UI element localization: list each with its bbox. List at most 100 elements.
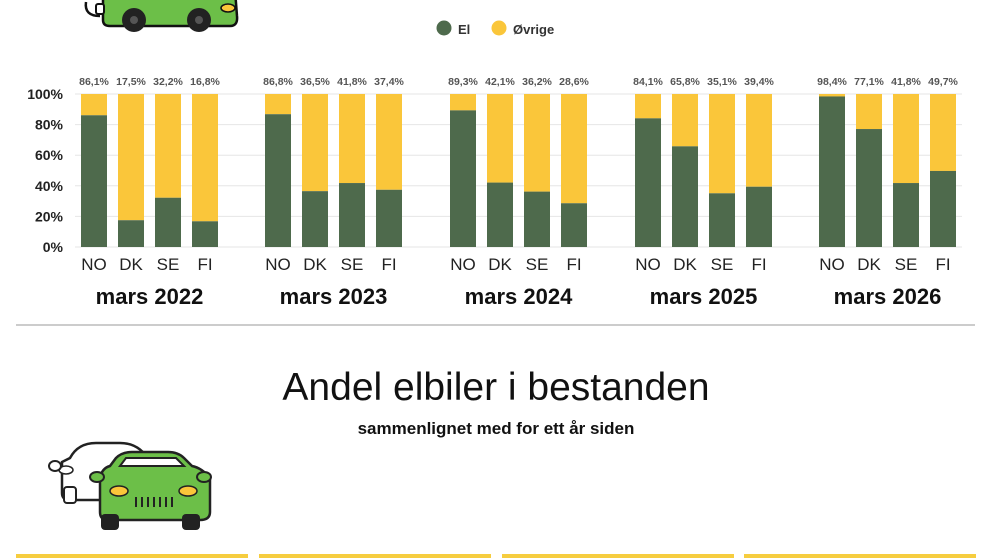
bar-el-segment (339, 183, 365, 247)
bar-el-segment (672, 146, 698, 247)
bar-el-segment (450, 110, 476, 247)
category-label: DK (857, 255, 881, 274)
bar-ovrige-segment (672, 94, 698, 147)
bar-value-label: 89,3% (448, 76, 478, 88)
bar-group: 89,3% NO 42,1% DK 36,2% SE 28,6% FI mars 2024 (448, 76, 589, 309)
bar-el-segment (524, 191, 550, 247)
bar-ovrige-segment (635, 94, 661, 119)
bar-group: 86,8% NO 36,5% DK 41,8% SE 37,4% FI mars 2023 (263, 76, 404, 309)
bar-ovrige-segment (819, 94, 845, 97)
bar-value-label: 36,2% (522, 76, 552, 88)
category-label: SE (895, 255, 918, 274)
bar-value-label: 49,7% (928, 76, 958, 88)
bar-el-segment (930, 170, 956, 247)
gridlines (75, 93, 962, 248)
group-label: mars 2025 (650, 284, 758, 309)
two-cars-icon (48, 441, 212, 530)
bar-el-segment (376, 189, 402, 247)
bar-ovrige-segment (450, 94, 476, 111)
bar-group: 84,1% NO 65,8% DK 35,1% SE 39,4% FI mars 2025 (633, 76, 774, 309)
category-label: FI (197, 255, 212, 274)
group-label: mars 2024 (465, 284, 573, 309)
card-edges (16, 554, 976, 558)
bar-ovrige-segment (746, 94, 772, 187)
category-label: FI (935, 255, 950, 274)
bar-el-segment (893, 183, 919, 247)
y-tick-label: 80% (35, 117, 64, 133)
category-label: DK (119, 255, 143, 274)
y-tick-label: 40% (35, 178, 64, 194)
legend-el-label: El (458, 22, 470, 37)
bar-group: 86,1% NO 17,5% DK 32,2% SE 16,8% FI mars 2022 (79, 76, 220, 309)
bar-value-label: 84,1% (633, 76, 663, 88)
bar-ovrige-segment (302, 94, 328, 192)
bar-value-label: 39,4% (744, 76, 774, 88)
category-label: NO (265, 255, 291, 274)
y-tick-label: 0% (43, 239, 64, 255)
bar-value-label: 86,1% (79, 76, 109, 88)
bar-ovrige-segment (893, 94, 919, 184)
category-label: DK (488, 255, 512, 274)
category-label: SE (157, 255, 180, 274)
category-label: NO (819, 255, 845, 274)
category-label: FI (381, 255, 396, 274)
green-car-icon (84, 0, 239, 32)
legend-ovrige-label: Øvrige (513, 22, 554, 37)
y-axis: 0% 20% 40% 60% 80% 100% (27, 86, 63, 255)
bar-value-label: 41,8% (891, 76, 921, 88)
bar-ovrige-segment (709, 94, 735, 194)
bar-el-segment (265, 114, 291, 247)
group-label: mars 2023 (280, 284, 388, 309)
category-label: NO (635, 255, 661, 274)
bar-el-segment (635, 118, 661, 248)
bar-value-label: 36,5% (300, 76, 330, 88)
bar-value-label: 86,8% (263, 76, 293, 88)
bar-el-segment (302, 191, 328, 247)
bar-ovrige-segment (561, 94, 587, 204)
category-label: FI (566, 255, 581, 274)
bar-value-label: 37,4% (374, 76, 404, 88)
bar-ovrige-segment (524, 94, 550, 192)
bar-el-segment (81, 115, 107, 247)
section-title: Andel elbiler i bestanden (282, 366, 710, 409)
bar-ovrige-segment (118, 94, 144, 221)
bar-el-segment (118, 220, 144, 247)
category-label: DK (673, 255, 697, 274)
y-tick-label: 60% (35, 147, 64, 163)
bar-el-segment (709, 193, 735, 247)
bar-value-label: 32,2% (153, 76, 183, 88)
bar-value-label: 28,6% (559, 76, 589, 88)
category-label: SE (526, 255, 549, 274)
bar-value-label: 77,1% (854, 76, 884, 88)
bar-el-segment (561, 203, 587, 247)
category-label: NO (450, 255, 476, 274)
bar-ovrige-segment (155, 94, 181, 198)
bar-el-segment (746, 186, 772, 247)
bar-value-label: 65,8% (670, 76, 700, 88)
bar-ovrige-segment (339, 94, 365, 184)
bar-value-label: 16,8% (190, 76, 220, 88)
category-label: SE (711, 255, 734, 274)
bar-el-segment (856, 129, 882, 247)
bar-el-segment (487, 182, 513, 247)
group-label: mars 2026 (834, 284, 942, 309)
legend-el-swatch (436, 20, 452, 36)
bar-ovrige-segment (930, 94, 956, 171)
category-label: SE (341, 255, 364, 274)
section-subtitle: sammenlignet med for ett år siden (357, 419, 635, 438)
bar-ovrige-segment (192, 94, 218, 222)
category-label: DK (303, 255, 327, 274)
bar-group: 98,4% NO 77,1% DK 41,8% SE 49,7% FI mars 2026 (817, 76, 958, 309)
bar-value-label: 42,1% (485, 76, 515, 88)
legend-ovrige-swatch (491, 20, 507, 36)
bar-ovrige-segment (376, 94, 402, 190)
bar-ovrige-segment (856, 94, 882, 130)
category-label: FI (751, 255, 766, 274)
bar-value-label: 41,8% (337, 76, 367, 88)
legend: El Øvrige (436, 20, 554, 37)
group-label: mars 2022 (96, 284, 204, 309)
bar-el-segment (192, 221, 218, 247)
bar-ovrige-segment (265, 94, 291, 115)
